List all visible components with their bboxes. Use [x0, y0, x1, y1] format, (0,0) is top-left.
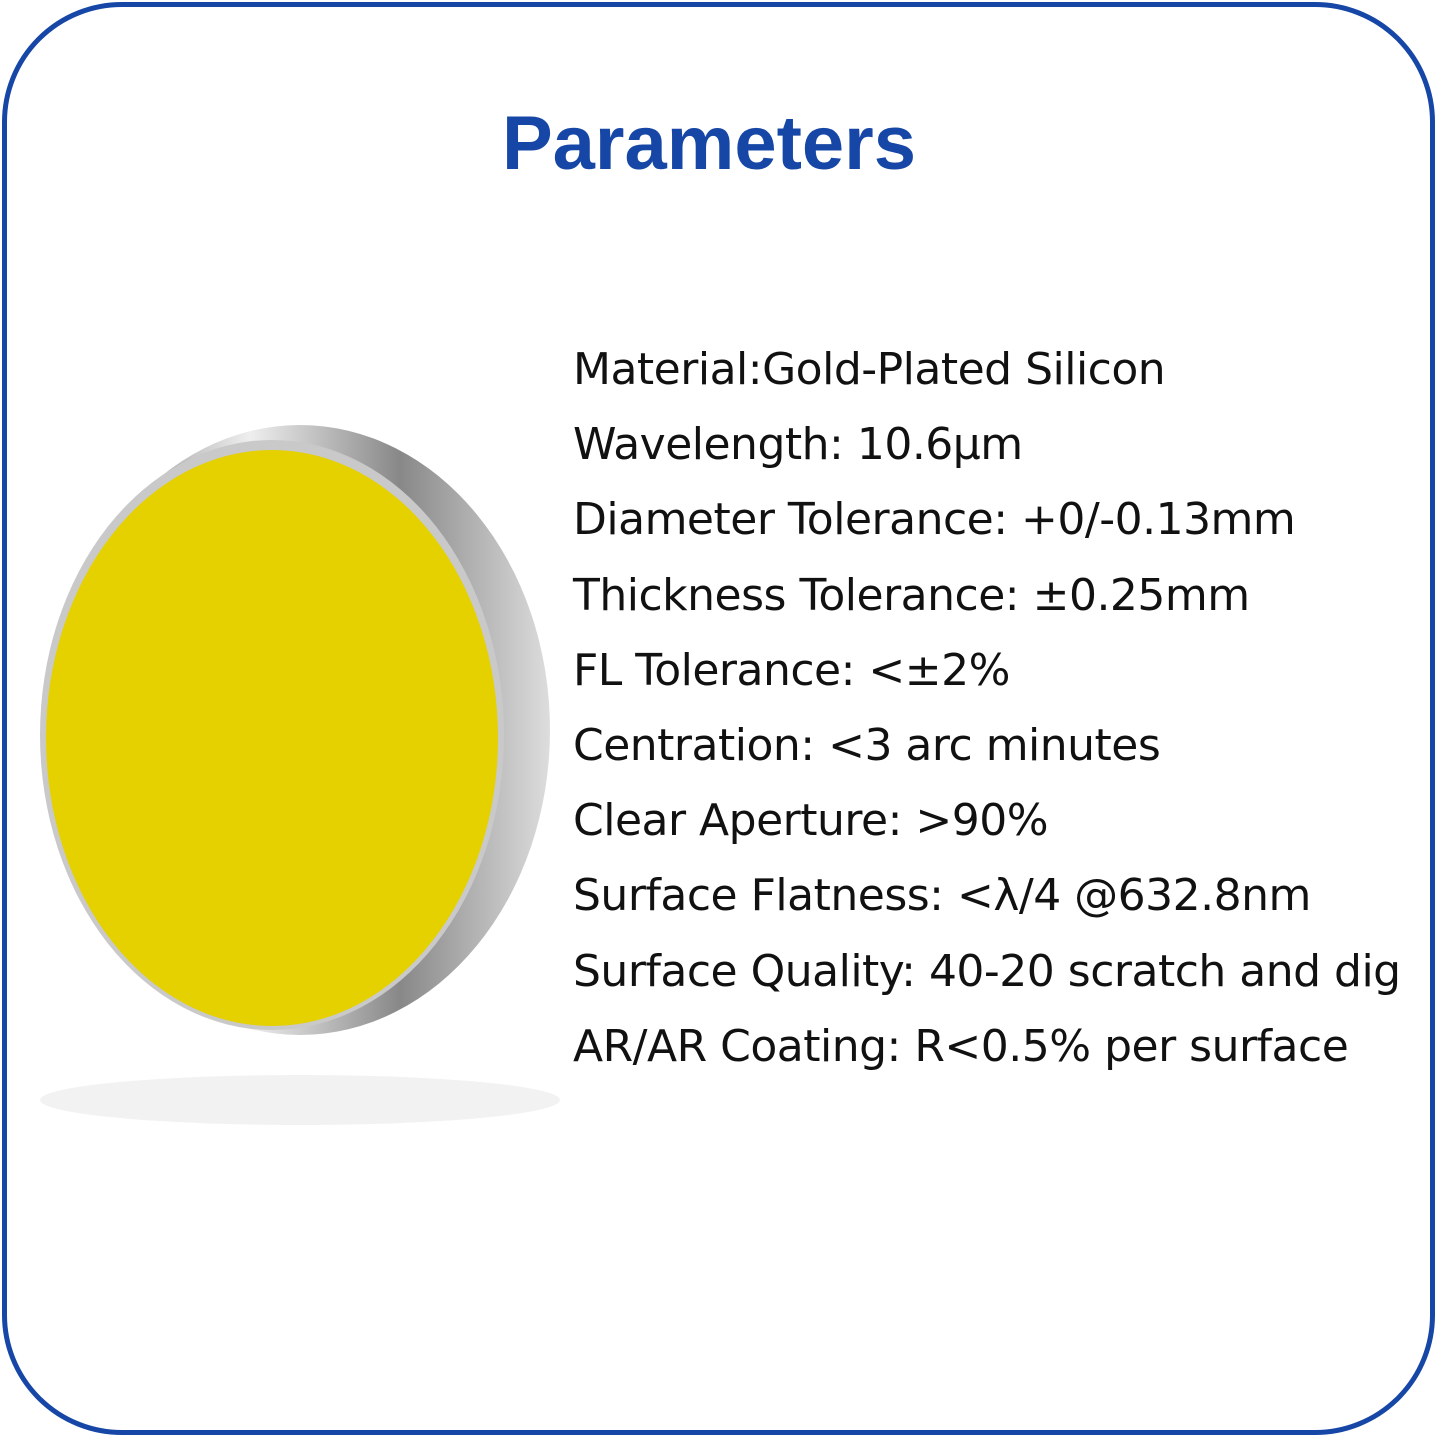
spec-item: Material:Gold-Plated Silicon — [573, 344, 1166, 395]
spec-list: Material:Gold-Plated Silicon Wavelength: … — [573, 340, 1401, 1092]
spec-item: Surface Flatness: <λ/4 @632.8nm — [573, 870, 1311, 922]
spec-item: Diameter Tolerance: +0/-0.13mm — [573, 494, 1296, 546]
spec-item: Thickness Tolerance: ±0.25mm — [573, 569, 1250, 621]
spec-item: Wavelength: 10.6μm — [573, 419, 1023, 471]
spec-item: Centration: <3 arc minutes — [573, 719, 1161, 771]
spec-item: FL Tolerance: <±2% — [573, 644, 1010, 696]
spec-item: Clear Aperture: >90% — [573, 795, 1049, 847]
spec-item: Surface Quality: 40-20 scratch and dig — [573, 945, 1401, 997]
title: Parameters — [501, 101, 917, 186]
spec-item: AR/AR Coating: R<0.5% per surface — [573, 1020, 1349, 1072]
